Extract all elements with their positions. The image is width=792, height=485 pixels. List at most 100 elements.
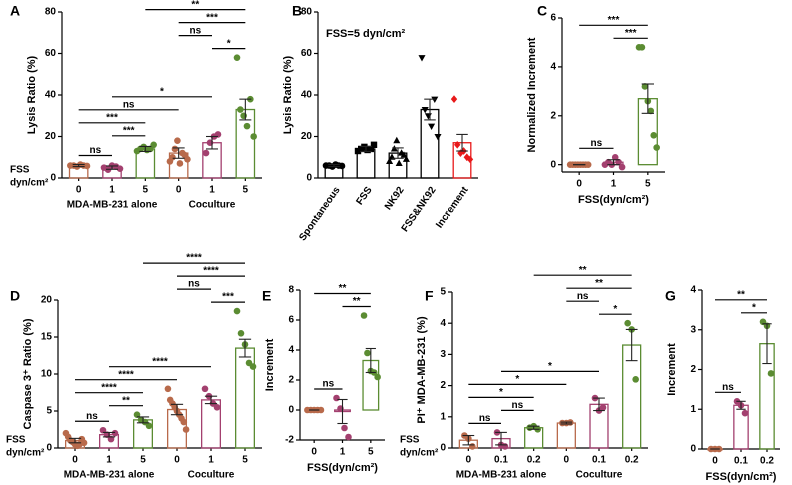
y-tick-label: 2 (288, 375, 294, 386)
x-tick-label: 0 (712, 456, 718, 467)
y-tick-label: 3 (440, 349, 446, 360)
data-point (360, 312, 368, 319)
y-tick-label: 1 (440, 411, 446, 422)
x-tick-label: 0 (176, 185, 182, 196)
y-tick-label: 6 (550, 13, 556, 24)
error-bar (762, 323, 772, 365)
y-tick-label: 20 (301, 131, 313, 142)
data-point (249, 363, 257, 370)
x-tick-label: 5 (140, 455, 146, 466)
data-point (233, 307, 241, 315)
y-axis-title: Caspase 3⁺ Ratio (%) (22, 318, 34, 429)
data-point (421, 106, 429, 114)
error-bar (607, 159, 620, 166)
x-axis-title: FSS(dyn/cm²) (706, 471, 777, 483)
x-tick-label: 0 (466, 455, 472, 466)
x-tick-label: 0.2 (760, 456, 774, 467)
y-axis-title: Increment (666, 343, 678, 396)
y-tick-label: 10 (41, 369, 53, 380)
data-point (164, 385, 172, 393)
data-point (428, 123, 436, 130)
significance-label: **** (101, 382, 117, 393)
y-tick-label: 0 (440, 443, 446, 454)
significance-label: ** (353, 296, 361, 307)
error-bar (456, 133, 468, 152)
significance-label: * (227, 38, 231, 49)
error-bar (365, 347, 376, 374)
y-axis-title: Increment (264, 338, 276, 391)
x-axis-title: dyn/cm² (10, 178, 49, 189)
error-bar (106, 165, 118, 170)
significance-label: * (160, 86, 164, 97)
data-point (386, 157, 394, 164)
x-tick-label: 0 (174, 455, 180, 466)
data-point (454, 140, 461, 149)
x-tick-label: NK92 (383, 185, 407, 213)
data-point (469, 443, 476, 450)
significance-label: *** (222, 292, 234, 303)
x-axis-title: dyn/cm² (400, 448, 439, 459)
error-bar (424, 98, 436, 121)
error-bar (495, 431, 507, 446)
data-point (133, 411, 141, 419)
x-tick-label: 5 (143, 185, 149, 196)
significance-label: ns (189, 25, 201, 36)
data-point (615, 158, 622, 166)
error-bar (170, 403, 184, 416)
data-point (169, 153, 176, 161)
data-point (434, 133, 442, 141)
y-tick-label: 60 (45, 48, 57, 59)
data-point (80, 439, 88, 447)
panel-label: F (425, 288, 434, 304)
x-tick-label: 1 (611, 179, 617, 190)
y-tick-label: -2 (285, 435, 294, 446)
significance-label: ns (322, 379, 334, 390)
error-bar (102, 431, 116, 438)
x-tick-label: Spontaneous (297, 185, 343, 244)
group-label: Coculture (189, 200, 236, 211)
significance-label: *** (206, 12, 218, 23)
x-tick-label: 1 (340, 447, 346, 458)
y-tick-label: 5 (440, 287, 446, 298)
error-bar (328, 163, 340, 168)
data-point (431, 96, 439, 103)
x-tick-label: 0 (311, 447, 317, 458)
significance-label: ** (579, 265, 587, 276)
panel-label: E (262, 288, 271, 304)
significance-label: **** (186, 253, 202, 264)
x-axis-title: dyn/cm² (6, 448, 45, 459)
y-tick-label: 60 (301, 48, 313, 59)
data-point (466, 155, 474, 164)
panel-label: C (537, 3, 547, 19)
data-point (184, 156, 191, 163)
significance-label: **** (152, 356, 168, 367)
error-bar (136, 416, 150, 424)
y-tick-label: 0 (50, 173, 56, 184)
y-tick-label: 20 (45, 131, 57, 142)
y-tick-label: 2 (690, 364, 696, 375)
error-bar (560, 421, 573, 425)
error-bar (139, 145, 152, 152)
significance-label: *** (608, 15, 620, 26)
data-point (213, 404, 221, 411)
data-point (202, 149, 210, 157)
x-tick-label: 0.2 (625, 455, 639, 466)
x-tick-label: 5 (243, 185, 249, 196)
data-point (395, 159, 403, 167)
data-point (174, 137, 181, 144)
y-tick-label: 3 (690, 324, 696, 335)
significance-label: **** (118, 369, 134, 380)
data-point (618, 163, 626, 171)
annotation: FSS=5 dyn/cm² (326, 28, 406, 40)
data-point (150, 141, 157, 149)
significance-label: * (499, 387, 503, 398)
error-bar (593, 397, 605, 412)
x-tick-label: 0 (72, 455, 78, 466)
data-point (333, 394, 340, 402)
significance-label: ns (479, 413, 491, 424)
data-point (402, 155, 410, 162)
y-tick-label: 2 (550, 110, 556, 121)
data-point (201, 385, 209, 393)
y-tick-label: 4 (690, 285, 696, 296)
data-point (611, 154, 619, 161)
